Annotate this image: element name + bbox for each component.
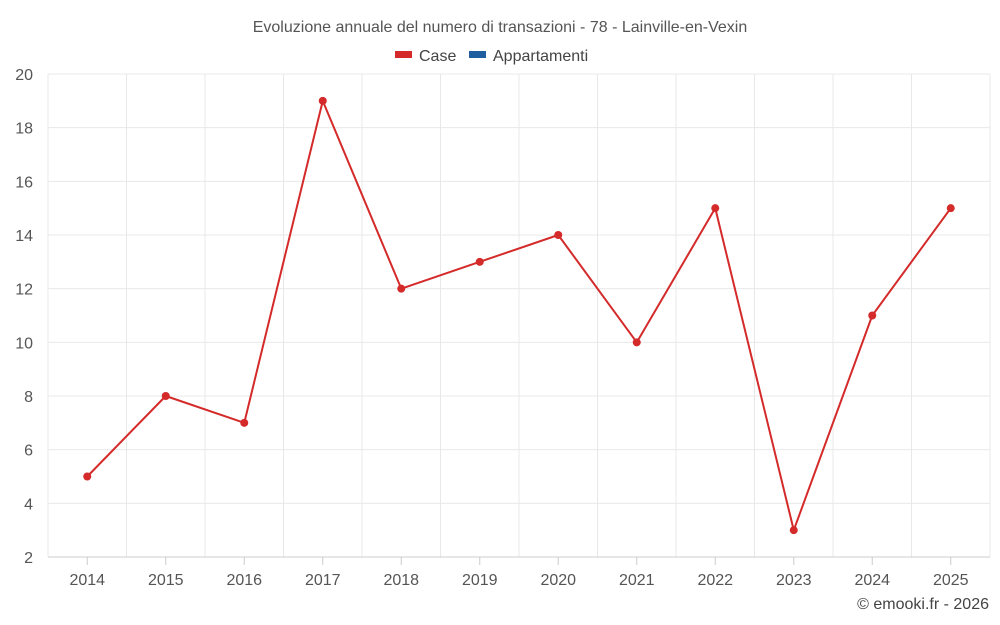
data-point[interactable]	[397, 284, 406, 293]
series-line	[86, 99, 952, 532]
data-point[interactable]	[83, 472, 92, 481]
y-tick-label: 6	[24, 443, 33, 460]
y-tick-label: 18	[15, 121, 33, 138]
axes	[48, 556, 990, 565]
data-point[interactable]	[554, 231, 563, 239]
data-point[interactable]	[161, 392, 170, 400]
legend-swatch-case	[395, 51, 412, 58]
y-tick-label: 8	[24, 389, 33, 406]
x-tick-label: 2023	[776, 572, 812, 589]
legend-item-case[interactable]: Case	[395, 48, 456, 65]
y-tick-labels: 2 4 6 8 10 12 14 16 18 20	[15, 67, 33, 567]
x-tick-label: 2022	[697, 572, 733, 589]
chart-title: Evoluzione annuale del numero di transaz…	[253, 19, 748, 36]
y-tick-label: 20	[15, 67, 33, 84]
legend-label-case: Case	[419, 48, 456, 65]
data-point[interactable]	[868, 311, 877, 320]
x-tick-label: 2017	[305, 572, 341, 589]
legend-label-appartamenti: Appartamenti	[493, 48, 588, 65]
legend: Case Appartamenti	[395, 48, 588, 65]
x-tick-labels: 2014 2015 2016 2017 2018 2019 2020 2021 2022 2023…	[69, 572, 968, 589]
series-case	[83, 96, 955, 535]
y-tick-label: 4	[24, 496, 33, 513]
x-tick-label: 2015	[148, 572, 184, 589]
y-tick-label: 12	[15, 282, 33, 299]
legend-swatch-appartamenti	[469, 51, 486, 58]
data-point[interactable]	[632, 338, 641, 347]
y-tick-label: 16	[15, 174, 33, 191]
data-point[interactable]	[475, 257, 484, 266]
y-tick-label: 10	[15, 335, 33, 352]
x-tick-label: 2021	[619, 572, 655, 589]
x-tick-label: 2014	[69, 572, 105, 589]
grid	[47, 73, 991, 557]
x-tick-label: 2020	[540, 572, 576, 589]
data-point[interactable]	[946, 204, 955, 213]
x-tick-label: 2019	[462, 572, 498, 589]
data-point[interactable]	[240, 418, 249, 427]
data-point[interactable]	[711, 204, 720, 213]
credit-text: © emooki.fr - 2026	[857, 596, 989, 613]
y-tick-label: 14	[15, 228, 33, 245]
legend-item-appartamenti[interactable]: Appartamenti	[469, 48, 588, 65]
x-tick-label: 2018	[383, 572, 419, 589]
data-point[interactable]	[318, 96, 327, 105]
x-tick-label: 2024	[854, 572, 890, 589]
data-point[interactable]	[789, 526, 798, 535]
y-tick-label: 2	[24, 550, 33, 567]
x-tick-label: 2025	[933, 572, 969, 589]
x-tick-label: 2016	[226, 572, 262, 589]
